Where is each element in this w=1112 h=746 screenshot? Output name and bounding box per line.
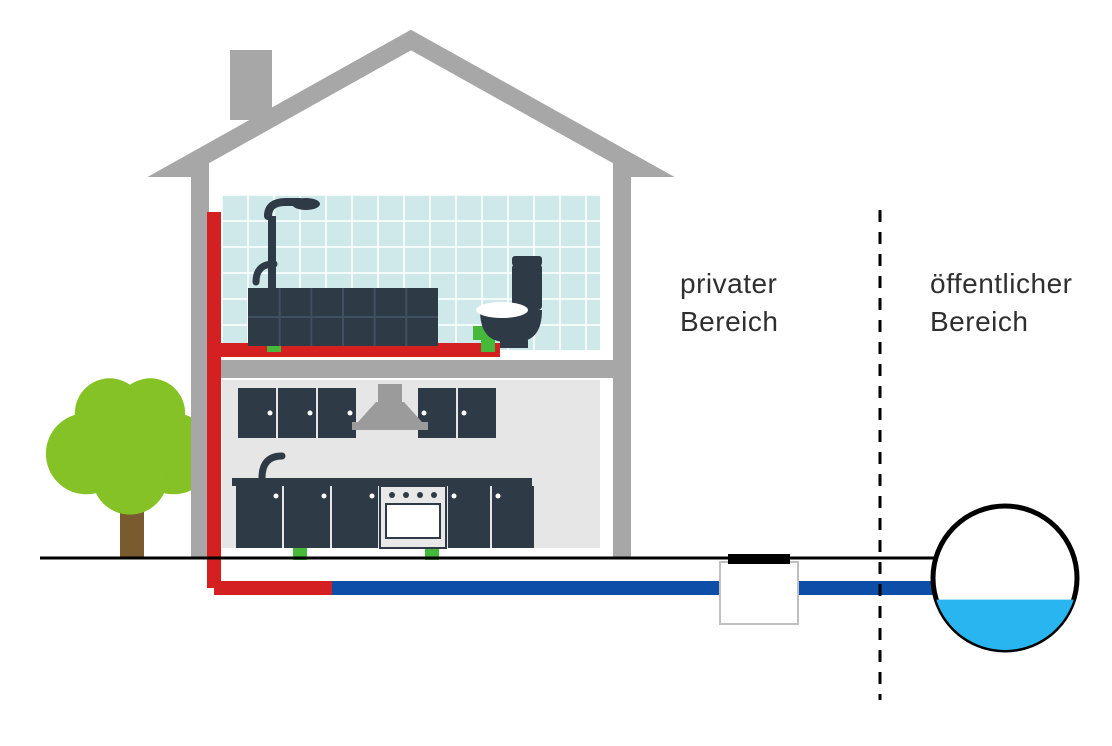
diagram-svg xyxy=(0,0,1112,746)
main-sewer-icon xyxy=(933,506,1077,650)
label-public-area: öffentlicher Bereich xyxy=(930,265,1072,341)
label-private-area: privater Bereich xyxy=(680,265,778,341)
label-public-line2: Bereich xyxy=(930,303,1072,341)
diagram-root: privater Bereich öffentlicher Bereich xyxy=(0,0,1112,746)
floor-slab xyxy=(209,360,613,378)
tree-icon xyxy=(46,378,214,558)
label-public-line1: öffentlicher xyxy=(930,265,1072,303)
inspection-chamber-icon xyxy=(720,554,798,624)
label-private-line1: privater xyxy=(680,265,778,303)
label-private-line2: Bereich xyxy=(680,303,778,341)
